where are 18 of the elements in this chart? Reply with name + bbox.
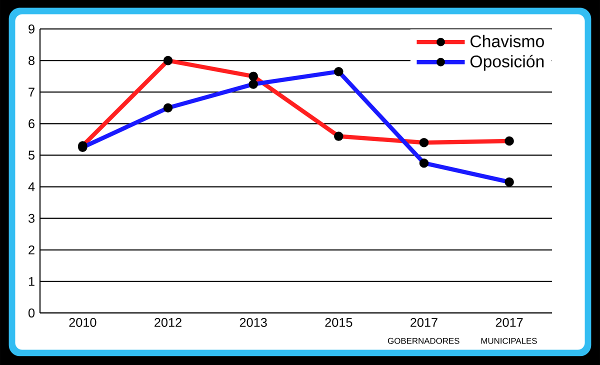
y-tick-label: 3 xyxy=(28,214,34,223)
y-tick-label: 1 xyxy=(28,277,34,286)
y-tick-label: 2 xyxy=(28,245,34,254)
y-tick-label: 8 xyxy=(28,56,34,66)
legend-label: Chavismo xyxy=(470,34,544,48)
x-tick-label: 2010 xyxy=(69,318,96,327)
x-tick-label: 2015 xyxy=(325,318,352,327)
x-tick-label: 2013 xyxy=(240,318,267,327)
legend-label: Oposición xyxy=(470,54,544,71)
y-tick-label: 0 xyxy=(28,308,35,318)
x-tick-label: 2017 MUNICIPALES xyxy=(481,318,537,344)
y-tick-label: 7 xyxy=(28,88,34,96)
x-tick-label: 2012 xyxy=(154,318,182,327)
y-tick-label: 5 xyxy=(28,150,35,160)
x-tick-label: 2017 GOBERNADORES xyxy=(388,318,460,344)
y-tick-label: 4 xyxy=(28,182,35,192)
y-tick-label: 6 xyxy=(28,119,34,128)
y-tick-label: 9 xyxy=(28,24,34,34)
